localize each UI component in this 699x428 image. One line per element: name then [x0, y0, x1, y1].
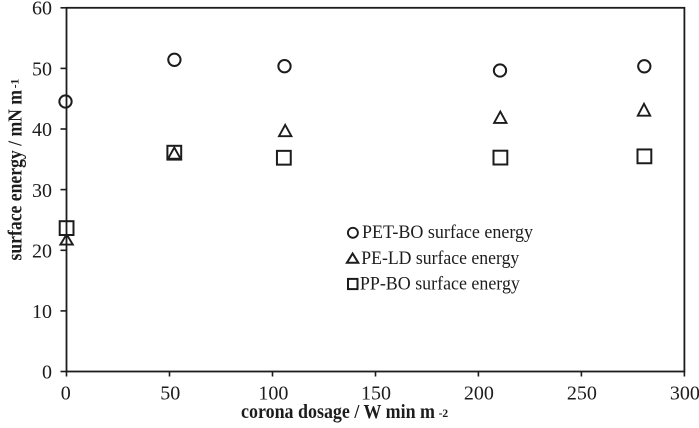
- svg-text:250: 250: [567, 383, 597, 405]
- svg-text:-1: -1: [9, 78, 21, 88]
- svg-text:corona dosage / W min m: corona dosage / W min m: [241, 402, 435, 423]
- svg-text:60: 60: [32, 0, 52, 20]
- svg-text:40: 40: [32, 119, 52, 141]
- svg-text:20: 20: [32, 241, 52, 263]
- svg-text:-2: -2: [439, 408, 449, 420]
- svg-text:200: 200: [464, 383, 494, 405]
- svg-text:10: 10: [32, 301, 52, 323]
- svg-text:surface energy / mN m: surface energy / mN m: [6, 90, 27, 261]
- svg-text:50: 50: [160, 383, 180, 405]
- svg-text:300: 300: [670, 383, 699, 405]
- svg-text:30: 30: [32, 180, 52, 202]
- svg-text:PP-BO surface energy: PP-BO surface energy: [360, 274, 520, 295]
- svg-text:150: 150: [361, 383, 391, 405]
- svg-text:PE-LD surface energy: PE-LD surface energy: [361, 248, 519, 269]
- svg-text:100: 100: [258, 383, 288, 405]
- svg-text:PET-BO surface energy: PET-BO surface energy: [362, 222, 533, 243]
- svg-text:0: 0: [61, 383, 71, 405]
- svg-text:50: 50: [32, 59, 52, 81]
- svg-text:0: 0: [42, 362, 52, 384]
